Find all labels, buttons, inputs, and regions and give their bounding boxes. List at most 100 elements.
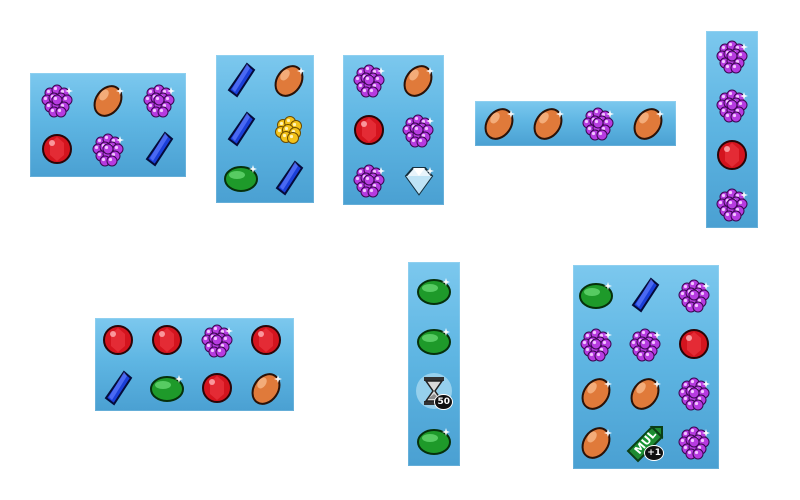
green-oval-gem[interactable] <box>413 320 455 362</box>
purple-cluster-gem[interactable] <box>624 323 666 365</box>
blue-crystal-icon <box>145 131 174 167</box>
orange-oval-icon <box>251 373 282 405</box>
multiplier-icon <box>626 425 664 463</box>
blue-crystal-gem[interactable] <box>97 367 139 409</box>
green-oval-icon <box>579 282 613 309</box>
purple-cluster-gem[interactable] <box>711 183 753 225</box>
purple-cluster-gem[interactable] <box>87 128 129 170</box>
purple-cluster-gem[interactable] <box>397 109 439 151</box>
white-diamond-icon <box>404 167 434 196</box>
purple-cluster-icon <box>580 328 612 362</box>
purple-cluster-icon <box>716 89 748 123</box>
orange-oval-gem[interactable] <box>624 372 666 414</box>
purple-cluster-icon <box>41 84 73 118</box>
red-round-gem[interactable] <box>673 323 715 365</box>
gem-group-c <box>343 55 444 205</box>
blue-crystal-gem[interactable] <box>138 128 180 170</box>
orange-oval-icon <box>581 427 612 459</box>
gold-nugget-icon <box>275 116 302 144</box>
red-round-icon <box>42 134 72 164</box>
green-oval-gem[interactable] <box>413 420 455 462</box>
purple-cluster-gem[interactable] <box>36 79 78 121</box>
orange-oval-gem[interactable] <box>575 372 617 414</box>
red-round-icon <box>679 329 709 359</box>
gem-badge: +1 <box>644 445 664 461</box>
orange-oval-gem[interactable] <box>268 59 310 101</box>
orange-oval-gem[interactable] <box>87 79 129 121</box>
red-round-icon <box>152 325 182 355</box>
green-oval-gem[interactable] <box>413 270 455 312</box>
blue-crystal-gem[interactable] <box>220 108 262 150</box>
purple-cluster-icon <box>143 84 175 118</box>
orange-oval-icon <box>581 378 612 410</box>
hourglass-gem[interactable]: 50 <box>413 370 455 412</box>
orange-oval-icon <box>533 108 564 140</box>
orange-oval-gem[interactable] <box>627 102 669 144</box>
gem-group-a <box>30 73 186 177</box>
purple-cluster-icon <box>716 188 748 222</box>
blue-crystal-gem[interactable] <box>268 157 310 199</box>
purple-cluster-gem[interactable] <box>711 84 753 126</box>
gold-nugget-gem[interactable] <box>268 108 310 150</box>
gem-group-e <box>706 31 758 228</box>
gem-group-b <box>216 55 314 203</box>
orange-oval-gem[interactable] <box>527 102 569 144</box>
orange-oval-gem[interactable] <box>397 59 439 101</box>
blue-crystal-gem[interactable] <box>624 274 666 316</box>
orange-oval-gem[interactable] <box>478 102 520 144</box>
orange-oval-icon <box>93 85 124 117</box>
blue-crystal-icon <box>227 62 256 98</box>
purple-cluster-gem[interactable] <box>196 319 238 361</box>
purple-cluster-gem[interactable] <box>138 79 180 121</box>
purple-cluster-gem[interactable] <box>575 323 617 365</box>
blue-crystal-gem[interactable] <box>220 59 262 101</box>
purple-cluster-gem[interactable] <box>348 159 390 201</box>
purple-cluster-gem[interactable] <box>673 421 715 463</box>
green-oval-gem[interactable] <box>146 367 188 409</box>
red-round-icon <box>103 325 133 355</box>
green-oval-icon <box>150 375 184 402</box>
red-round-icon <box>717 140 747 170</box>
orange-oval-gem[interactable] <box>575 421 617 463</box>
red-round-gem[interactable] <box>348 109 390 151</box>
green-oval-icon <box>417 328 451 355</box>
green-oval-gem[interactable] <box>220 157 262 199</box>
gem-badge: 50 <box>434 394 453 410</box>
purple-cluster-icon <box>353 164 385 198</box>
gem-group-f <box>95 318 294 411</box>
red-round-gem[interactable] <box>196 367 238 409</box>
red-round-gem[interactable] <box>146 319 188 361</box>
gem-group-g: 50 <box>408 262 460 466</box>
blue-crystal-icon <box>227 111 256 147</box>
red-round-gem[interactable] <box>245 319 287 361</box>
orange-oval-icon <box>633 108 664 140</box>
multiplier-gem[interactable]: MUL +1 <box>624 421 666 463</box>
purple-cluster-icon <box>201 324 233 358</box>
red-round-gem[interactable] <box>711 134 753 176</box>
red-round-gem[interactable] <box>97 319 139 361</box>
purple-cluster-icon <box>716 40 748 74</box>
blue-crystal-icon <box>275 160 304 196</box>
green-oval-icon <box>417 428 451 455</box>
purple-cluster-icon <box>402 114 434 148</box>
purple-cluster-gem[interactable] <box>577 102 619 144</box>
orange-oval-icon <box>274 65 305 97</box>
purple-cluster-gem[interactable] <box>673 372 715 414</box>
purple-cluster-gem[interactable] <box>673 274 715 316</box>
orange-oval-icon <box>484 108 515 140</box>
white-diamond-gem[interactable] <box>397 159 439 201</box>
orange-oval-gem[interactable] <box>245 367 287 409</box>
red-round-icon <box>251 325 281 355</box>
green-oval-gem[interactable] <box>575 274 617 316</box>
purple-cluster-gem[interactable] <box>348 59 390 101</box>
red-round-icon <box>354 115 384 145</box>
purple-cluster-icon <box>92 133 124 167</box>
purple-cluster-gem[interactable] <box>711 35 753 77</box>
blue-crystal-icon <box>631 277 660 313</box>
red-round-gem[interactable] <box>36 128 78 170</box>
purple-cluster-icon <box>629 328 661 362</box>
gem-group-h: MUL +1 <box>573 265 719 469</box>
purple-cluster-icon <box>678 377 710 411</box>
green-oval-icon <box>417 278 451 305</box>
green-oval-icon <box>224 165 258 192</box>
